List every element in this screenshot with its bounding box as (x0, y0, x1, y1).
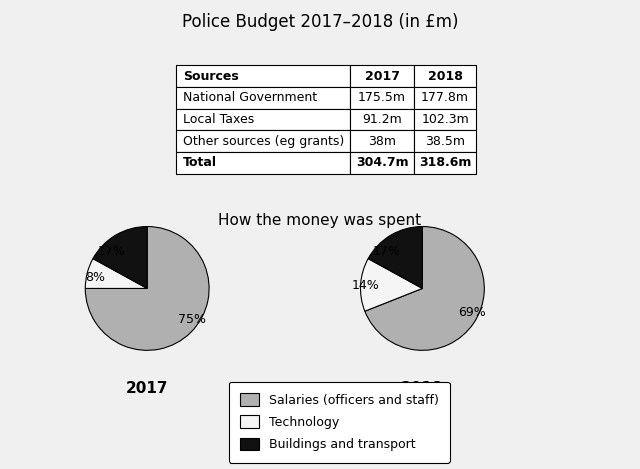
Wedge shape (365, 227, 484, 350)
Wedge shape (85, 227, 209, 350)
Text: 2018: 2018 (401, 381, 444, 396)
Text: 69%: 69% (458, 306, 486, 319)
Text: Police Budget 2017–2018 (in £m): Police Budget 2017–2018 (in £m) (182, 13, 458, 31)
Text: 17%: 17% (372, 245, 401, 257)
Wedge shape (360, 258, 422, 311)
Wedge shape (93, 227, 147, 288)
Text: 75%: 75% (178, 312, 206, 325)
Text: How the money was spent: How the money was spent (218, 213, 422, 228)
Wedge shape (368, 227, 422, 288)
Text: 2017: 2017 (126, 381, 168, 396)
Wedge shape (85, 258, 147, 288)
Legend: Salaries (officers and staff), Technology, Buildings and transport: Salaries (officers and staff), Technolog… (228, 382, 450, 462)
Text: 17%: 17% (97, 245, 125, 257)
Text: 8%: 8% (85, 271, 105, 284)
Text: 14%: 14% (351, 279, 379, 292)
